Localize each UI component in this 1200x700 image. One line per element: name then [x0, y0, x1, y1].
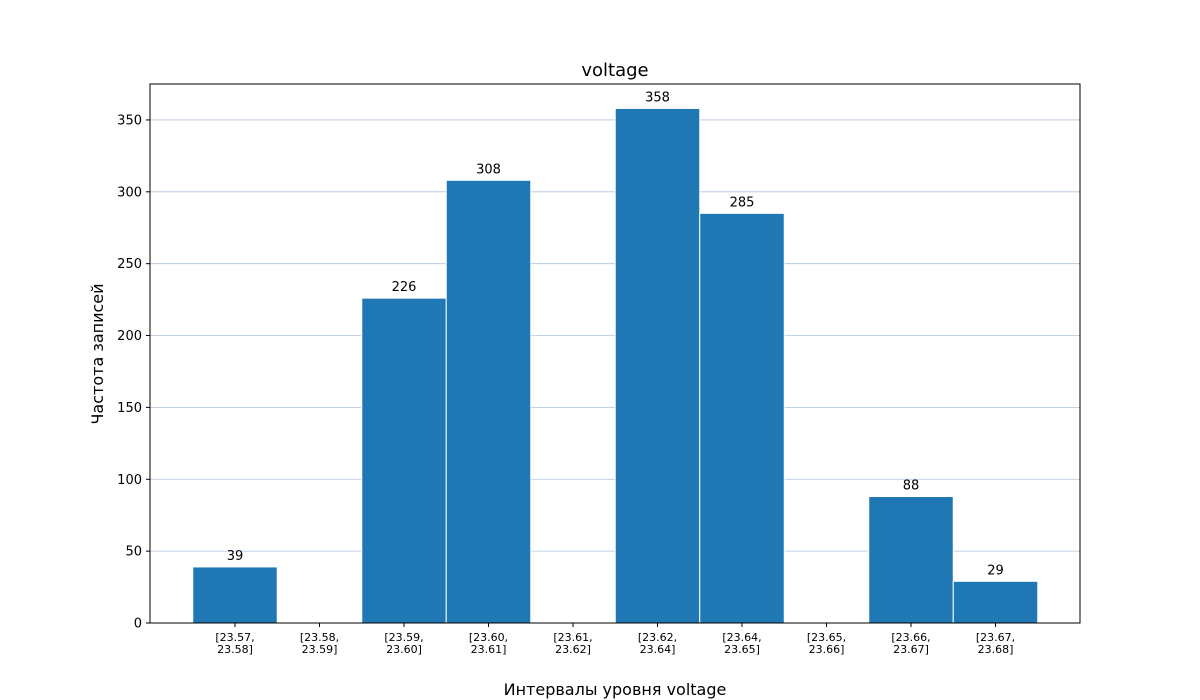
data-labels: 39 226 308 358 285 88 29 [227, 90, 1004, 578]
x-tick-label: [23.65, 23.66] [807, 631, 846, 656]
y-tick-label: 50 [125, 545, 142, 560]
y-tick-label: 0 [134, 617, 142, 632]
x-tick-label: [23.66, 23.67] [891, 631, 930, 656]
x-tick-label-line: [23.61, [553, 631, 592, 644]
y-axis-label: Частота записей [88, 283, 107, 424]
x-tick-label-line: [23.57, [215, 631, 254, 644]
y-tick-label: 200 [117, 329, 142, 344]
plot-frame [149, 83, 1081, 624]
x-tick-label-line: 23.68] [978, 643, 1014, 656]
x-tick-label-line: 23.61] [471, 643, 507, 656]
x-tick-label: [23.58, 23.59] [300, 631, 339, 656]
x-tick-label-line: [23.62, [638, 631, 677, 644]
bar [952, 580, 1039, 624]
x-tick-label-line: 23.66] [809, 643, 845, 656]
data-label: 285 [730, 195, 755, 210]
x-tick-label-line: 23.67] [893, 643, 929, 656]
x-tick-label: [23.61, 23.62] [553, 631, 592, 656]
data-label: 226 [392, 280, 417, 295]
x-tick-label-line: [23.58, [300, 631, 339, 644]
y-axis-ticks: 0 50 100 150 200 250 300 350 [117, 113, 150, 632]
x-tick-label-line: [23.64, [722, 631, 761, 644]
x-tick-label: [23.59, 23.60] [384, 631, 423, 656]
bar [699, 212, 785, 624]
x-tick-label-line: 23.59] [302, 643, 338, 656]
x-tick-label-line: 23.65] [724, 643, 760, 656]
x-tick-label-line: 23.64] [640, 643, 676, 656]
data-label: 358 [645, 90, 670, 105]
chart-title: voltage [581, 60, 648, 81]
x-tick-label-line: [23.60, [469, 631, 508, 644]
y-tick-label: 300 [117, 185, 142, 200]
x-tick-label-line: [23.66, [891, 631, 930, 644]
bar [868, 496, 954, 624]
x-tick-label-line: 23.62] [555, 643, 591, 656]
x-tick-label-line: 23.60] [386, 643, 422, 656]
x-axis-ticks: [23.57, 23.58][23.58, 23.59][23.59, 23.60][… [215, 623, 1015, 656]
y-tick-label: 250 [117, 257, 142, 272]
x-tick-label-line: [23.67, [976, 631, 1015, 644]
y-tick-label: 150 [117, 401, 142, 416]
x-tick-label-line: 23.58] [217, 643, 253, 656]
bar [614, 107, 701, 624]
x-tick-label: [23.62, 23.64] [638, 631, 677, 656]
y-tick-label: 350 [117, 113, 142, 128]
y-tick-label: 100 [117, 473, 142, 488]
x-tick-label-line: [23.59, [384, 631, 423, 644]
data-label: 88 [903, 479, 920, 494]
x-tick-label: [23.57, 23.58] [215, 631, 254, 656]
data-label: 39 [227, 549, 244, 564]
data-label: 308 [476, 162, 501, 177]
bar [445, 179, 532, 624]
bar [361, 297, 447, 624]
x-tick-label: [23.67, 23.68] [976, 631, 1015, 656]
x-axis-label: Интервалы уровня voltage [504, 680, 727, 699]
data-label: 29 [987, 563, 1004, 578]
x-tick-label-line: [23.65, [807, 631, 846, 644]
bar [192, 566, 278, 624]
x-tick-label: [23.60, 23.61] [469, 631, 508, 656]
bars [192, 107, 1039, 624]
x-tick-label: [23.64, 23.65] [722, 631, 761, 656]
